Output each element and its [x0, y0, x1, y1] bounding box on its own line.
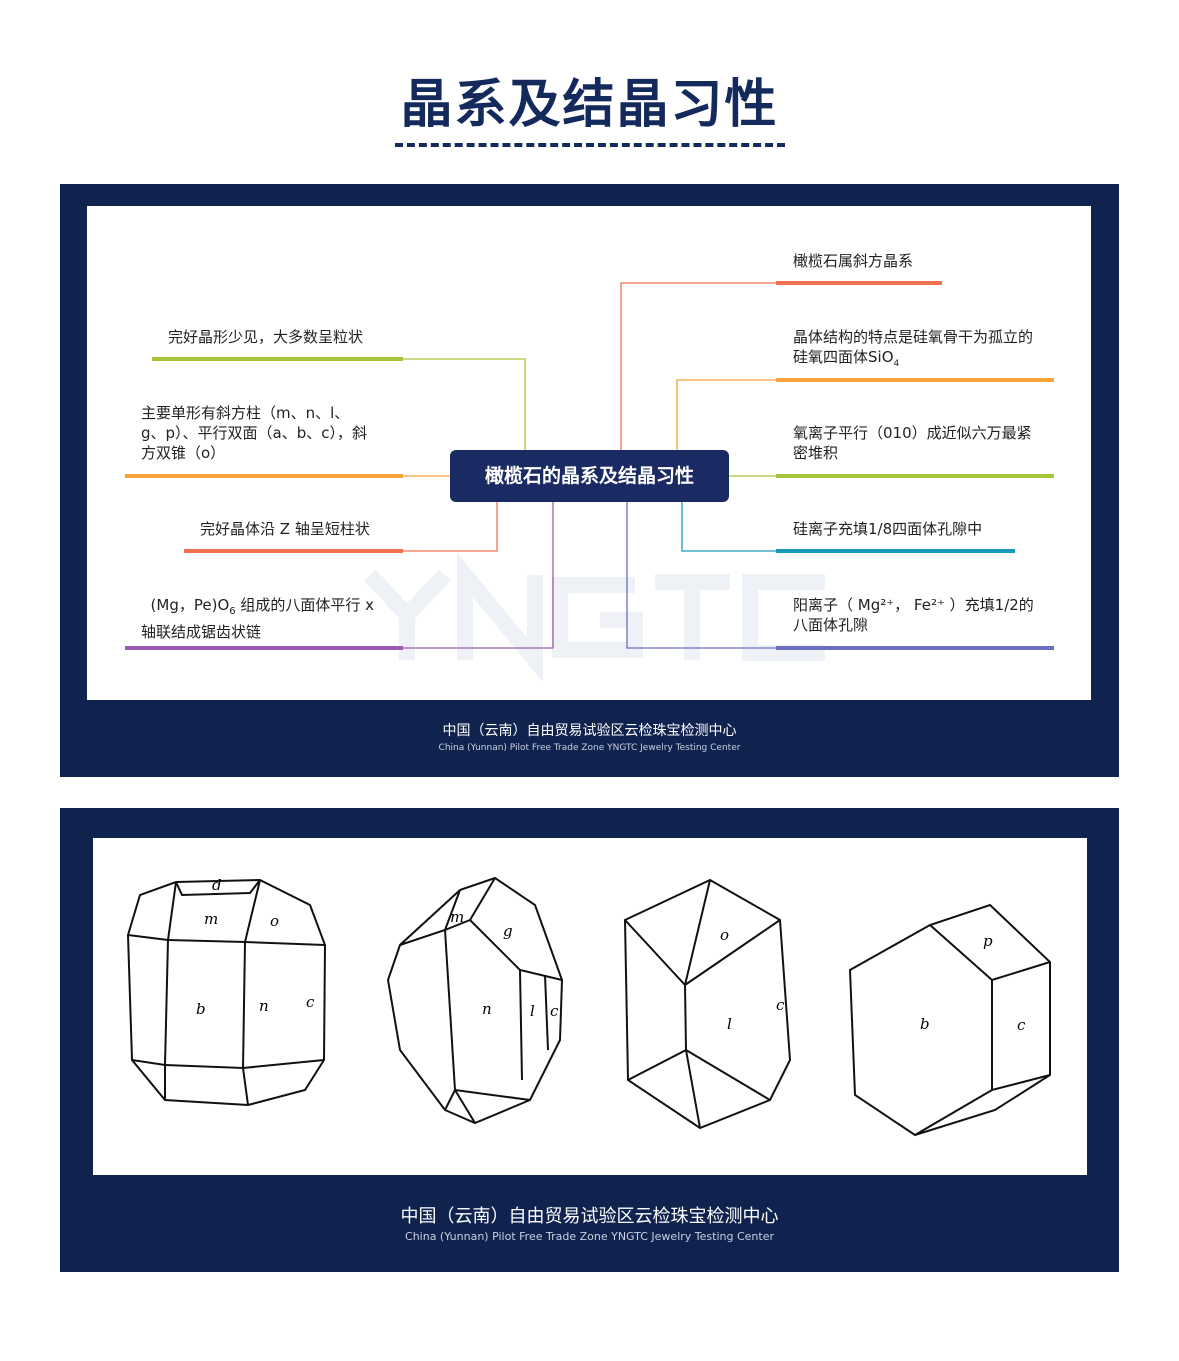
crystal-2 [386, 876, 564, 1125]
node-left-2: 主要单形有斜方柱（m、n、l、g、p）、平行双面（a、b、c），斜方双锥（o） [141, 404, 368, 462]
footer-cn-2: 中国（云南）自由贸易试验区云检珠宝检测中心 [400, 1206, 779, 1227]
node-right-5: 阳离子（ Mg²⁺， Fe²⁺ ）充填1/2的八面体孔隙 [793, 596, 1034, 634]
node-right-1: 橄榄石属斜方晶系 [793, 252, 914, 270]
label: o [270, 912, 280, 930]
label: d [212, 876, 222, 894]
crystal-card [93, 838, 1087, 1175]
crystal-4 [848, 903, 1051, 1137]
label: o [720, 926, 730, 944]
mindmap-center-node: 橄榄石的晶系及结晶习性 [450, 450, 729, 502]
label: l [530, 1002, 535, 1020]
footer-en-2: China (Yunnan) Pilot Free Trade Zone YNG… [405, 1230, 774, 1243]
connector-left-1 [403, 358, 526, 450]
label: b [920, 1015, 930, 1033]
label: c [306, 993, 315, 1011]
connector-right-1 [620, 282, 776, 450]
node-right-2: 晶体结构的特点是硅氧骨干为孤立的硅氧四面体SiO4 [793, 328, 1034, 369]
connector-right-2 [676, 379, 776, 450]
node-left-3: 完好晶体沿 Z 轴呈短柱状 [200, 520, 370, 538]
node-left-4: (Mg，Pe)O6 组成的八面体平行 x 轴联结成锯齿状链 [141, 596, 375, 641]
label: m [450, 908, 465, 926]
connector-left-3 [403, 502, 498, 552]
watermark-letter [552, 577, 643, 658]
label: c [1017, 1016, 1026, 1034]
label: c [550, 1002, 559, 1020]
label: n [482, 1000, 492, 1018]
watermark-letter [742, 574, 825, 661]
connector-right-5 [626, 502, 776, 649]
connector-right-4 [681, 502, 776, 552]
node-left-1: 完好晶形少见，大多数呈粒状 [168, 328, 364, 346]
label: b [196, 1000, 206, 1018]
label: n [259, 997, 269, 1015]
title-divider [395, 143, 785, 147]
node-right-3: 氧离子平行（010）成近似六万最紧密堆积 [793, 424, 1032, 462]
watermark-letter [457, 552, 543, 683]
crystal-1 [126, 878, 327, 1107]
footer-en: China (Yunnan) Pilot Free Trade Zone YNG… [438, 743, 741, 753]
connector-left-4 [403, 502, 554, 649]
crystal-3 [623, 878, 792, 1130]
label: p [983, 932, 993, 950]
label: c [776, 996, 785, 1014]
label: m [204, 910, 219, 928]
node-right-4: 硅离子充填1/8四面体孔隙中 [793, 520, 983, 538]
label: g [503, 922, 513, 940]
footer-cn: 中国（云南）自由贸易试验区云检珠宝检测中心 [442, 723, 737, 739]
label: l [727, 1015, 732, 1033]
page-title: 晶系及结晶习性 [400, 75, 779, 135]
